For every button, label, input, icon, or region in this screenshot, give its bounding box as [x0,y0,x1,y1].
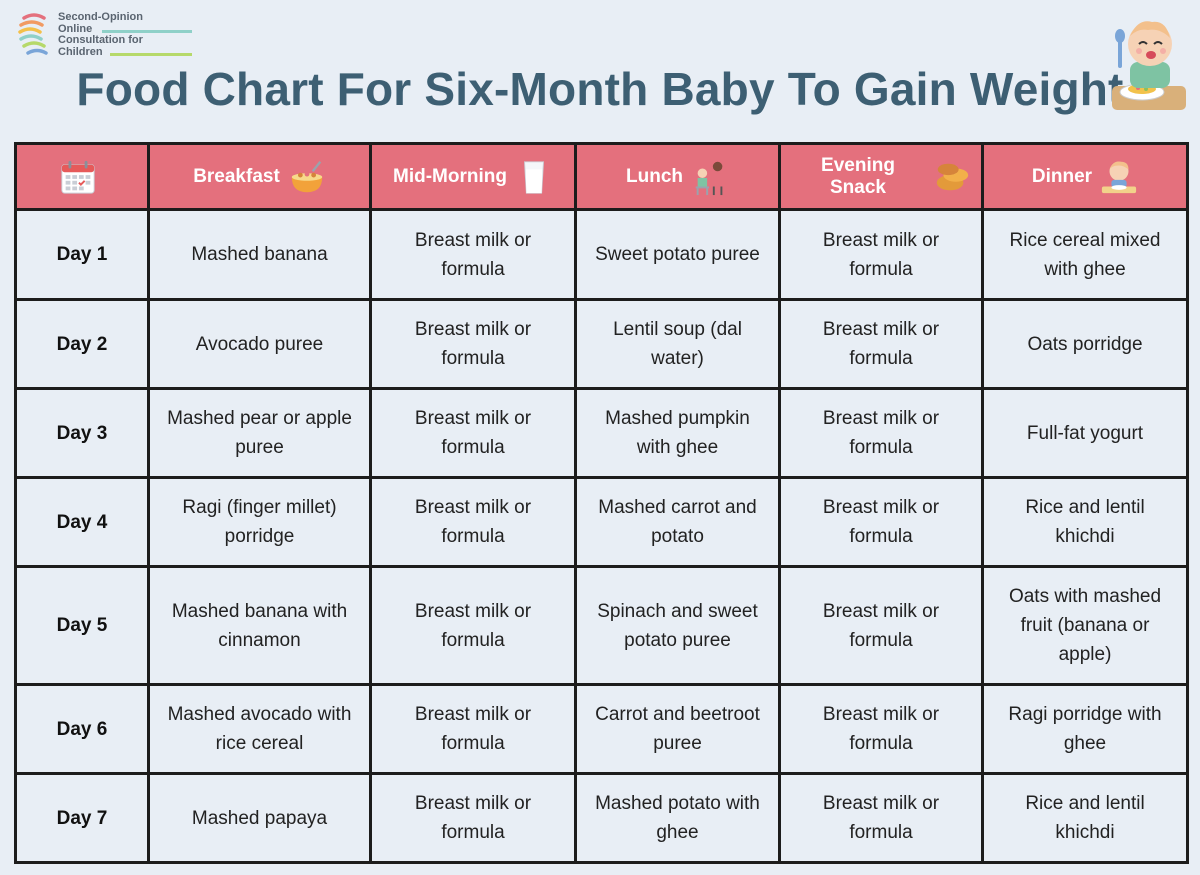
header-cell-day [14,142,150,211]
evening-snack-cell: Breast milk or formula [778,565,984,686]
mid-morning-cell: Breast milk or formula [369,476,577,568]
header-cell-evening-snack: Evening Snack [778,142,984,211]
dinner-cell: Ragi porridge with ghee [981,683,1189,775]
evening-snack-cell: Breast milk or formula [778,298,984,390]
breakfast-cell: Avocado puree [147,298,372,390]
header-label: Dinner [1031,165,1093,187]
breakfast-cell: Ragi (finger millet) porridge [147,476,372,568]
table-row: Day 6 Mashed avocado with rice cereal Br… [14,683,1189,775]
evening-snack-cell: Breast milk or formula [778,683,984,775]
mid-morning-cell: Breast milk or formula [369,208,577,301]
day-cell: Day 1 [14,208,150,301]
breakfast-cell: Mashed papaya [147,772,372,864]
table-row: Day 3 Mashed pear or apple puree Breast … [14,387,1189,479]
logo-line: Second-Opinion [58,11,143,23]
calendar-icon [61,160,95,194]
mid-morning-cell: Breast milk or formula [369,772,577,864]
dinner-cell: Oats with mashed fruit (banana or apple) [981,565,1189,686]
page-title: Food Chart For Six-Month Baby To Gain We… [76,63,1124,115]
header-label: Lunch [626,165,683,187]
logo-mark-icon [18,13,48,55]
milk-glass-icon [523,160,544,194]
logo: Second-Opinion Online Consultation for C… [18,11,192,59]
logo-line: Children [58,46,192,59]
table-row: Day 2 Avocado puree Breast milk or formu… [14,298,1189,390]
cereal-bowl-icon [291,160,322,192]
lunch-cell: Mashed potato with ghee [574,772,781,864]
day-cell: Day 7 [14,772,150,864]
header-label: Evening Snack [821,154,895,198]
snack-cookies-icon [936,163,969,190]
evening-snack-cell: Breast milk or formula [778,772,984,864]
food-chart-table: Breakfast Mid-Morning [14,142,1189,864]
dinner-cell: Rice cereal mixed with ghee [981,208,1189,301]
day-cell: Day 4 [14,476,150,568]
baby-eating-icon [1101,160,1137,193]
header-label: Breakfast [193,165,280,187]
day-cell: Day 5 [14,565,150,686]
header-cell-dinner: Dinner [981,142,1189,211]
header-cell-breakfast: Breakfast [147,142,372,211]
day-cell: Day 2 [14,298,150,390]
dinner-cell: Oats porridge [981,298,1189,390]
mid-morning-cell: Breast milk or formula [369,298,577,390]
lunch-cell: Carrot and beetroot puree [574,683,781,775]
evening-snack-cell: Breast milk or formula [778,208,984,301]
mid-morning-cell: Breast milk or formula [369,565,577,686]
breakfast-cell: Mashed banana [147,208,372,301]
header-cell-mid-morning: Mid-Morning [369,142,577,211]
lunch-cell: Spinach and sweet potato puree [574,565,781,686]
dinner-cell: Full-fat yogurt [981,387,1189,479]
lunch-cell: Mashed pumpkin with ghee [574,387,781,479]
evening-snack-cell: Breast milk or formula [778,387,984,479]
table-row: Day 5 Mashed banana with cinnamon Breast… [14,565,1189,686]
lunch-cell: Sweet potato puree [574,208,781,301]
dinner-cell: Rice and lentil khichdi [981,772,1189,864]
baby-eating-illustration-icon [1112,21,1186,110]
table-row: Day 1 Mashed banana Breast milk or formu… [14,208,1189,301]
header-cell-lunch: Lunch [574,142,781,211]
dinner-cell: Rice and lentil khichdi [981,476,1189,568]
mid-morning-cell: Breast milk or formula [369,683,577,775]
day-cell: Day 3 [14,387,150,479]
mid-morning-cell: Breast milk or formula [369,387,577,479]
table-row: Day 7 Mashed papaya Breast milk or formu… [14,772,1189,864]
lunch-cell: Mashed carrot and potato [574,476,781,568]
table-header-row: Breakfast Mid-Morning [14,142,1189,211]
breakfast-cell: Mashed avocado with rice cereal [147,683,372,775]
lunch-cell: Lentil soup (dal water) [574,298,781,390]
table-row: Day 4 Ragi (finger millet) porridge Brea… [14,476,1189,568]
header-label: Mid-Morning [393,165,507,187]
logo-text: Second-Opinion Online Consultation for C… [58,11,192,59]
logo-line: Consultation for [58,34,143,46]
day-cell: Day 6 [14,683,150,775]
feeding-mother-icon [695,161,724,195]
logo-line: Online [58,23,192,36]
breakfast-cell: Mashed banana with cinnamon [147,565,372,686]
evening-snack-cell: Breast milk or formula [778,476,984,568]
breakfast-cell: Mashed pear or apple puree [147,387,372,479]
